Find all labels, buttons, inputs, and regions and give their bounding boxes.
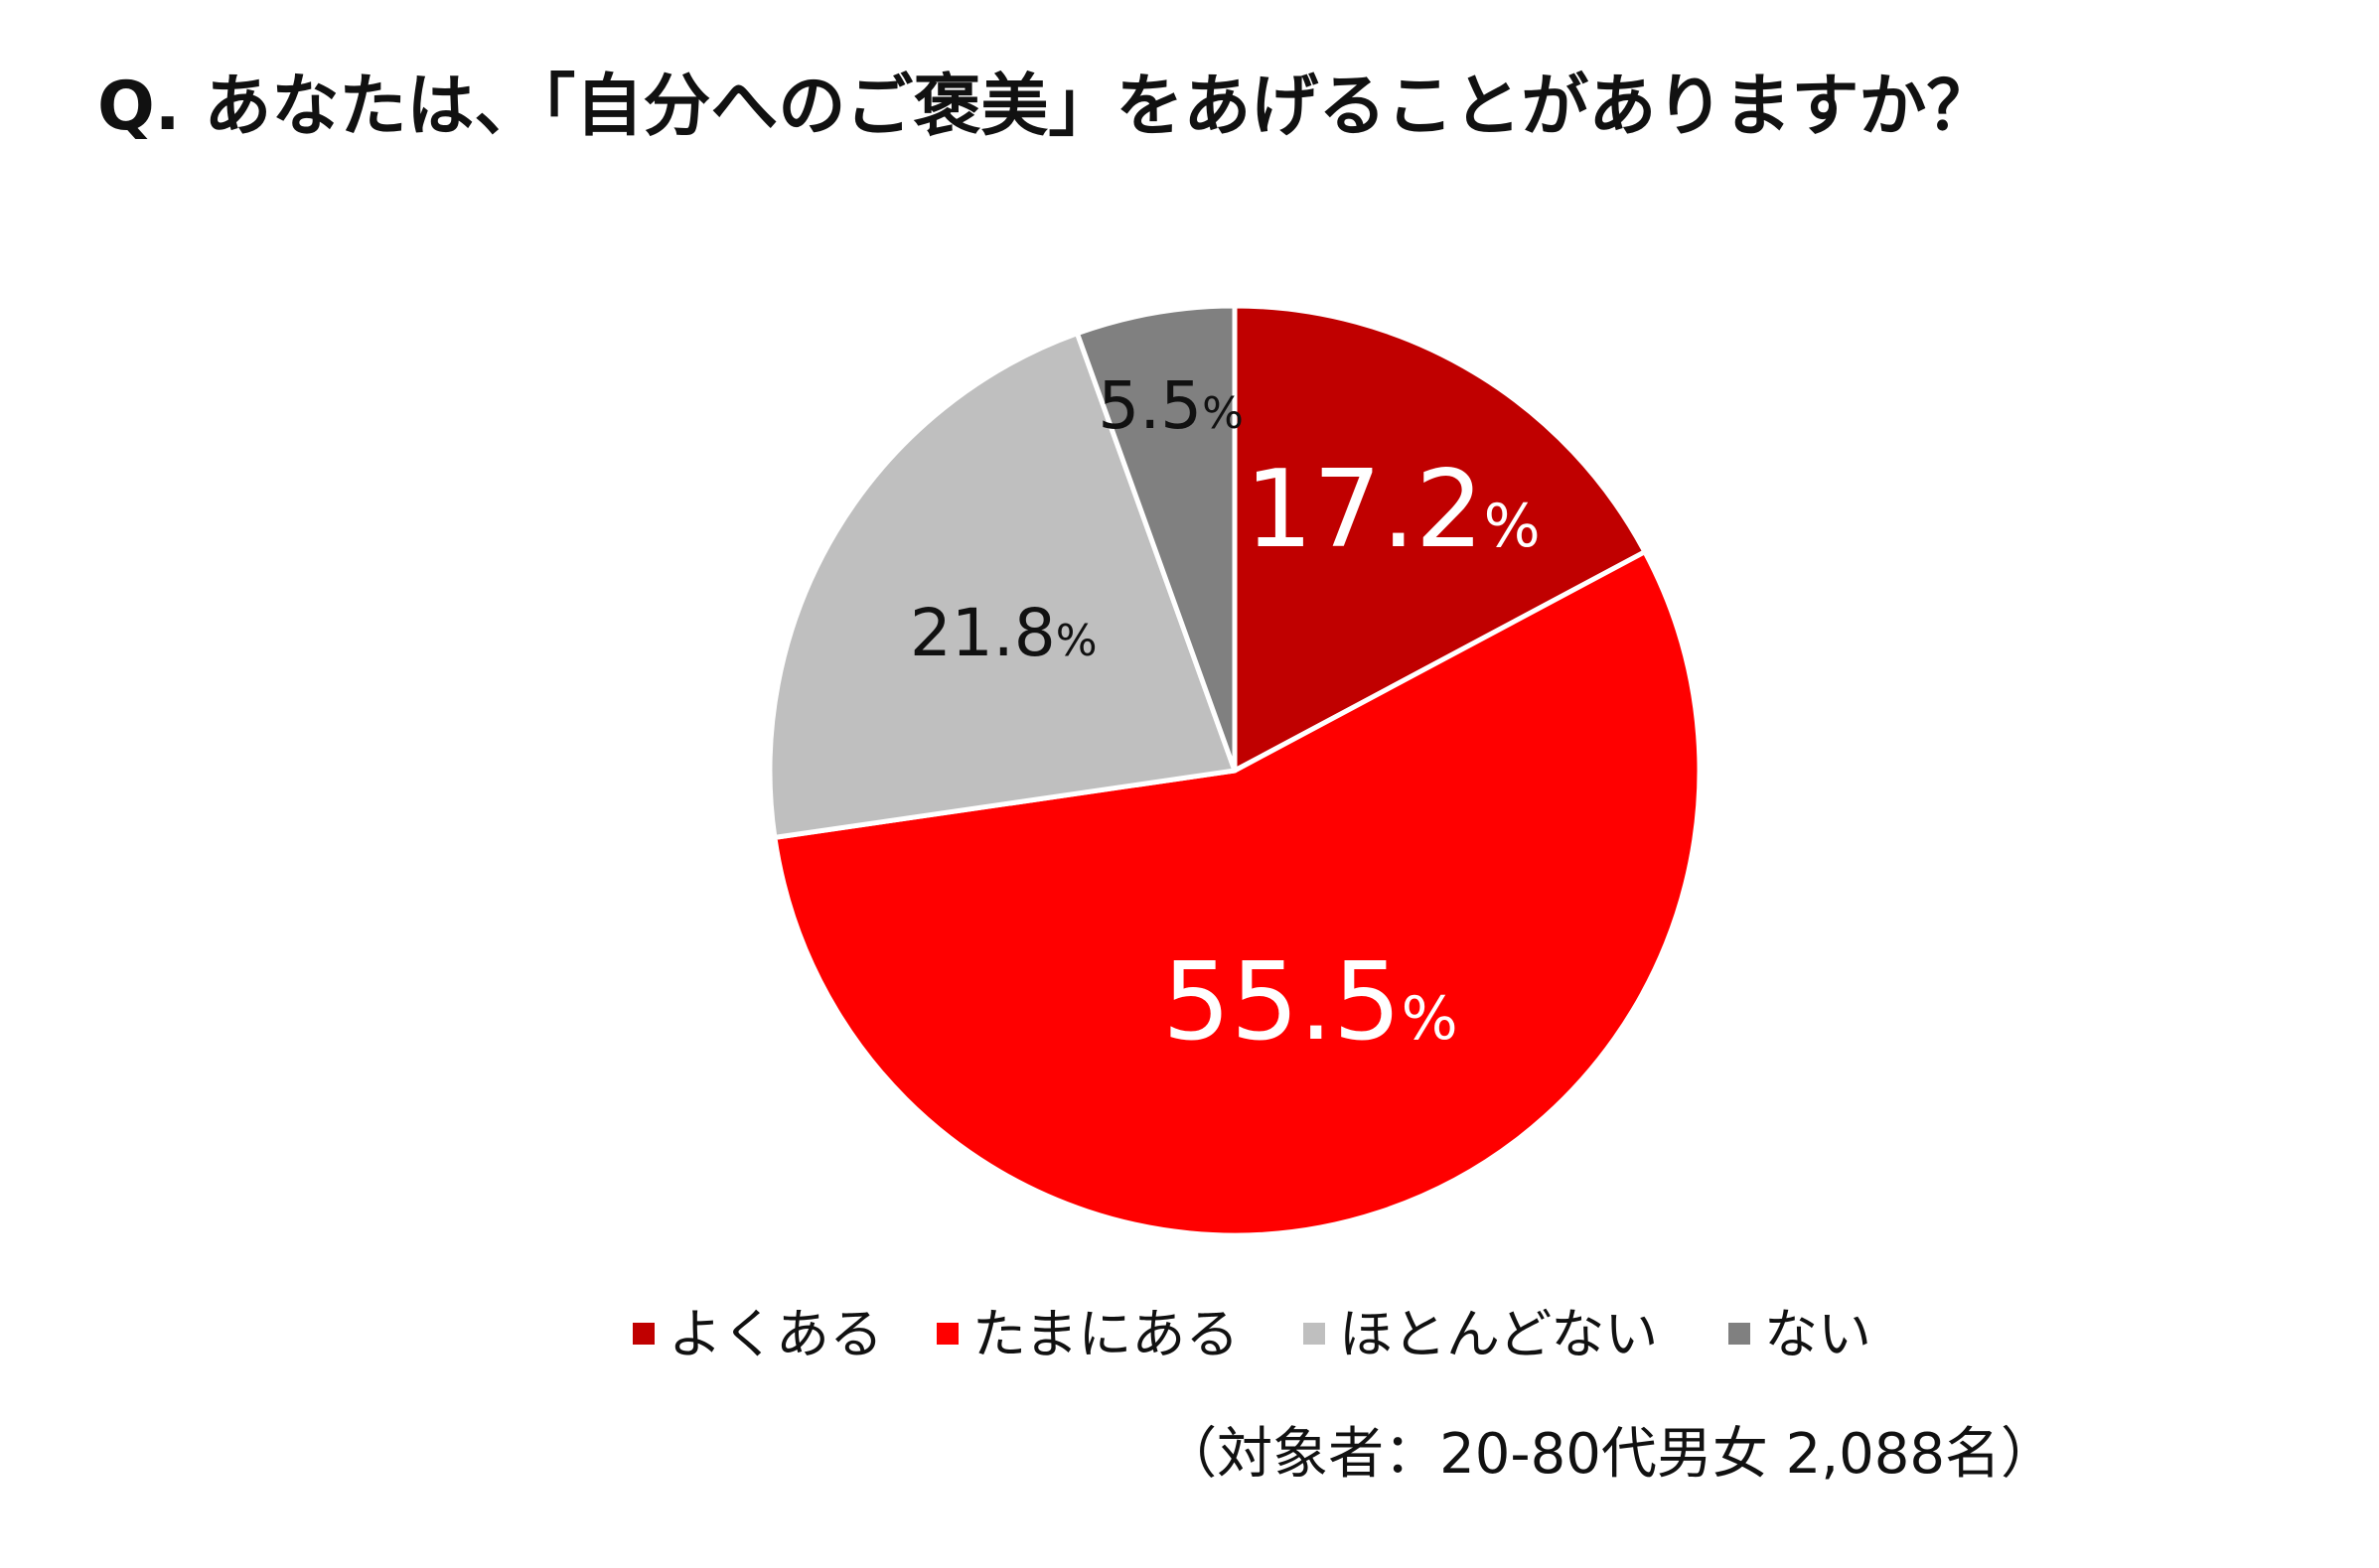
legend-item-4: ない (1728, 1303, 1871, 1365)
legend-item-3: ほとんどない (1303, 1303, 1658, 1365)
data-label-4: 5.5% (1098, 367, 1244, 444)
legend-label: ない (1764, 1303, 1871, 1365)
legend-label: ほとんどない (1339, 1303, 1658, 1365)
legend-swatch (633, 1323, 655, 1345)
legend-label: よくある (669, 1303, 883, 1365)
data-label-2: 55.5% (1162, 940, 1457, 1065)
pie-slice-4 (1074, 303, 1238, 774)
chart-title: Q. あなたは、「自分へのご褒美」をあげることがありますか？ (97, 68, 1994, 146)
legend-swatch (937, 1323, 959, 1345)
data-label-3: 21.8% (910, 595, 1098, 671)
legend-item-2: たまにある (937, 1303, 1239, 1365)
legend-swatch (1728, 1323, 1750, 1345)
sample-note: （対象者：20-80代男女 2,088名） (1161, 1422, 2056, 1487)
pie-slice-1 (1232, 303, 1648, 774)
data-label-1: 17.2% (1245, 448, 1540, 572)
legend-swatch (1303, 1323, 1325, 1345)
pie-slice-3 (767, 331, 1238, 840)
chart-legend: よくある たまにある ほとんどない ない (633, 1303, 1871, 1365)
pie-slices (767, 303, 1703, 1238)
legend-label: たまにある (972, 1303, 1239, 1365)
legend-item-1: よくある (633, 1303, 883, 1365)
pie-data-labels: 17.2% 55.5% 21.8% 5.5% (910, 367, 1541, 1065)
pie-slice-2 (772, 549, 1703, 1238)
